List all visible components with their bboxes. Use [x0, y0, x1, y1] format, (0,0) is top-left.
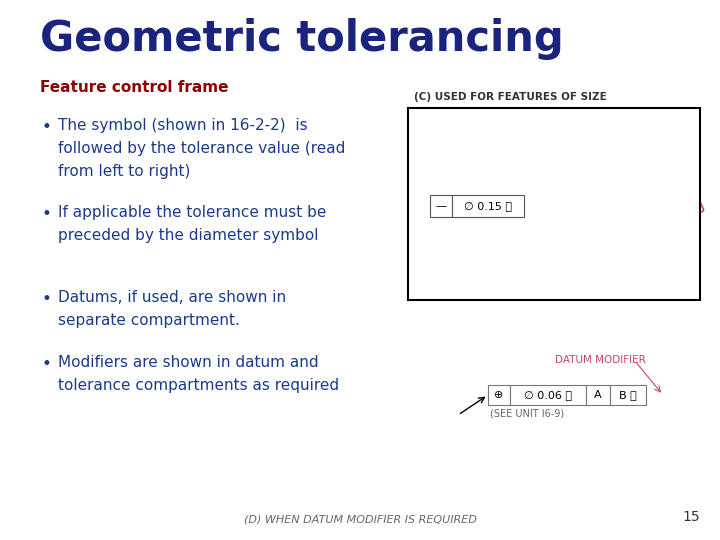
Bar	[488, 385, 510, 405]
Text: ∅ 0.15 Ⓜ: ∅ 0.15 Ⓜ	[464, 201, 512, 211]
Text: Datums, if used, are shown in
separate compartment.: Datums, if used, are shown in separate c…	[58, 290, 286, 328]
Text: (C) USED FOR FEATURES OF SIZE: (C) USED FOR FEATURES OF SIZE	[414, 92, 607, 102]
Text: ⊕: ⊕	[495, 390, 504, 400]
Text: (SEE UNIT I6-4): (SEE UNIT I6-4)	[432, 220, 500, 229]
Bar	[610, 385, 646, 405]
Text: •: •	[42, 118, 52, 136]
Text: If applicable the tolerance must be
preceded by the diameter symbol: If applicable the tolerance must be prec…	[58, 205, 326, 243]
Text: (SEE UNIT I6-9): (SEE UNIT I6-9)	[490, 408, 564, 418]
Text: METRIC: METRIC	[648, 198, 702, 232]
Text: ∅ 0.06 Ⓜ: ∅ 0.06 Ⓜ	[524, 390, 572, 400]
Bar	[586, 385, 610, 405]
Text: Feature control frame: Feature control frame	[40, 80, 228, 95]
Bar	[430, 195, 452, 217]
Text: 15: 15	[683, 510, 700, 524]
Text: •: •	[42, 355, 52, 373]
Text: —: —	[436, 201, 446, 211]
Text: Geometric tolerancing: Geometric tolerancing	[40, 18, 564, 60]
Bar	[510, 385, 586, 405]
Text: The symbol (shown in 16-2-2)  is
followed by the tolerance value (read
from left: The symbol (shown in 16-2-2) is followed…	[58, 118, 346, 179]
Text: (D) WHEN DATUM MODIFIER IS REQUIRED: (D) WHEN DATUM MODIFIER IS REQUIRED	[243, 514, 477, 524]
Text: DATUM MODIFIER: DATUM MODIFIER	[555, 355, 646, 365]
Text: B Ⓜ: B Ⓜ	[619, 390, 637, 400]
Text: A: A	[594, 390, 602, 400]
Text: •: •	[42, 290, 52, 308]
Text: •: •	[42, 205, 52, 223]
Text: TOLERANCE MODIFIER: TOLERANCE MODIFIER	[591, 148, 691, 157]
Text: Modifiers are shown in datum and
tolerance compartments as required: Modifiers are shown in datum and toleran…	[58, 355, 339, 393]
Bar	[452, 195, 524, 217]
Text: DIAMETER SYMBOL: DIAMETER SYMBOL	[578, 127, 664, 136]
Bar	[408, 108, 700, 300]
